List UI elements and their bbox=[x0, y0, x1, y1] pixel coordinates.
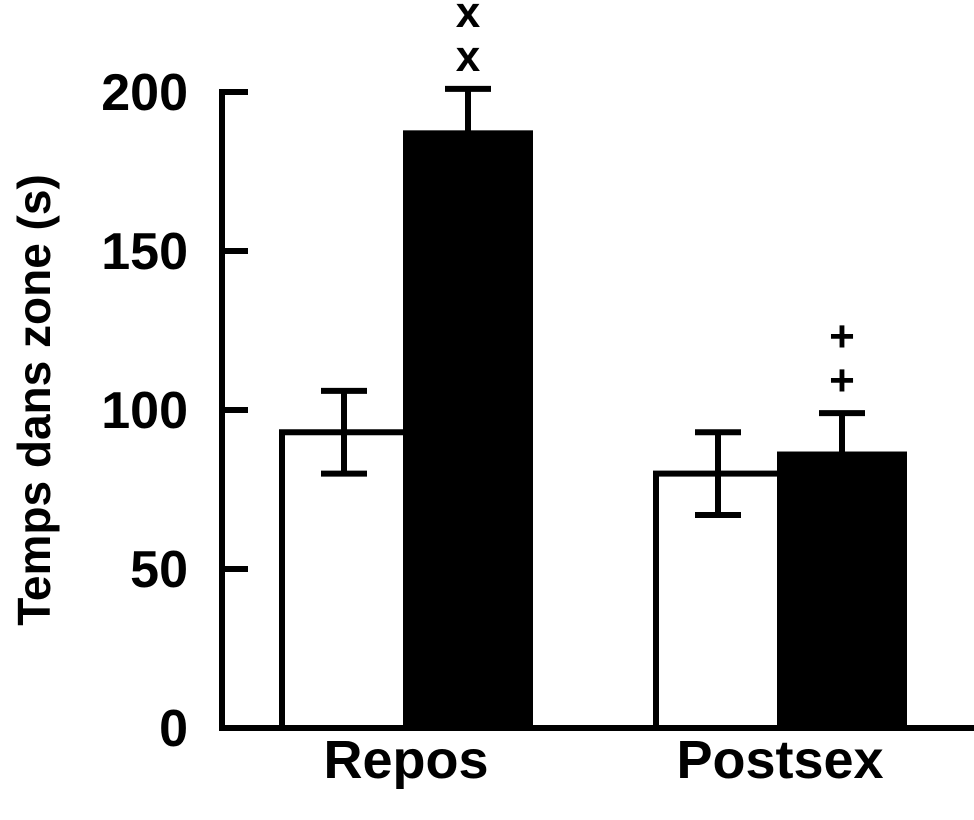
significance-marker: x bbox=[456, 32, 481, 81]
significance-marker: x bbox=[456, 0, 481, 37]
y-tick-label: 150 bbox=[101, 223, 188, 281]
bars bbox=[279, 130, 907, 731]
x-category-label: Postsex bbox=[676, 730, 883, 790]
bar bbox=[279, 429, 409, 731]
significance-marker: + bbox=[829, 312, 855, 361]
y-tick-label: 0 bbox=[159, 700, 188, 758]
bar bbox=[777, 451, 907, 731]
bar bbox=[403, 130, 533, 731]
y-tick-label: 200 bbox=[101, 64, 188, 122]
y-tick-label: 50 bbox=[130, 541, 188, 599]
error-bars bbox=[321, 85, 865, 518]
y-tick-label: 100 bbox=[101, 382, 188, 440]
labels: 0 50 100 150 200 xx ++ Repos Postsex bbox=[101, 0, 883, 790]
x-category-label: Repos bbox=[323, 730, 488, 790]
y-axis-title: Temps dans zone (s) bbox=[8, 174, 60, 626]
significance-marker: + bbox=[829, 356, 855, 405]
